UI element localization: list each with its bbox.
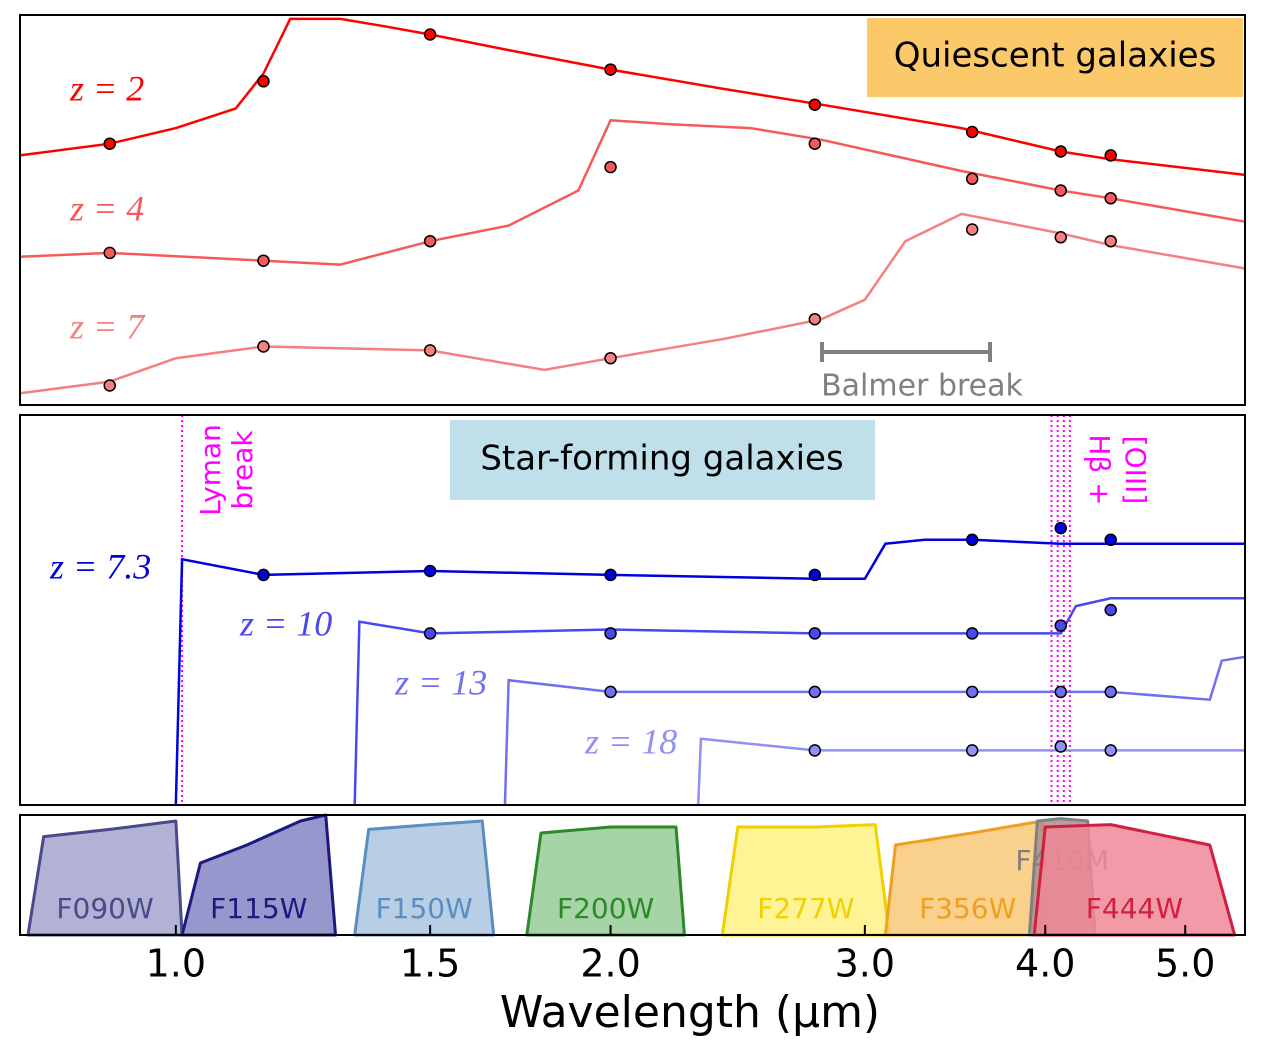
filter-label: F115W (210, 892, 307, 925)
series-label: z = 7.3 (49, 546, 151, 586)
spectrum (174, 538, 1245, 806)
x-tick-label: 3.0 (835, 942, 895, 986)
spectrum (696, 737, 1245, 806)
panel-frame (19, 814, 1246, 936)
photometry-point (103, 246, 116, 260)
photometry-point (257, 254, 270, 267)
x-tick-label: 4.0 (1015, 942, 1075, 986)
photometry-point (808, 137, 822, 150)
spectrum (19, 212, 1246, 395)
photometry-point (808, 627, 822, 640)
x-tick-label: 5.0 (1155, 942, 1215, 986)
photometry-point (965, 627, 979, 640)
photometry-point (1054, 145, 1068, 158)
photometry-point (604, 63, 617, 76)
photometry-point (423, 627, 437, 640)
photometry-point (1104, 533, 1117, 547)
series-label: z = 2 (69, 68, 144, 108)
photometry-point (808, 744, 822, 757)
photometry-point (808, 568, 822, 582)
x-tick-label: 1.5 (400, 942, 460, 986)
title-box (867, 18, 1243, 97)
annotation: [OIII] (1119, 436, 1152, 505)
annotation: break (226, 430, 259, 510)
series-label: z = 13 (394, 662, 487, 702)
photometry-point (604, 685, 617, 699)
series-label: z = 18 (584, 721, 677, 761)
x-tick-label: 2.0 (580, 942, 640, 986)
photometry-point (1054, 521, 1068, 535)
photometry-point (1054, 619, 1068, 632)
photometry-point (965, 744, 979, 757)
photometry-point (1104, 234, 1117, 248)
filter-label: F356W (919, 892, 1016, 925)
panel-title: Star-forming galaxies (480, 439, 843, 479)
photometry-point (423, 564, 437, 578)
title-box (450, 420, 875, 500)
spectrum (353, 597, 1245, 806)
series-label: z = 10 (239, 603, 332, 643)
photometry-point (808, 312, 822, 326)
photometry-point (965, 125, 979, 139)
x-tick-label: 1.0 (146, 942, 206, 986)
panel-frame (19, 14, 1246, 406)
filter-label: F200W (557, 892, 654, 925)
filter-label: F444W (1086, 892, 1183, 925)
photometry-point (103, 379, 116, 392)
photometry-point (1104, 744, 1117, 757)
photometry-point (965, 223, 979, 236)
panel-frame (19, 414, 1246, 806)
photometry-point (1104, 603, 1117, 617)
photometry-point (1104, 149, 1117, 162)
photometry-point (1054, 685, 1068, 699)
photometry-point (257, 340, 270, 353)
photometry-point (965, 685, 979, 699)
balmer-bracket (820, 342, 992, 362)
photometry-point (604, 351, 617, 365)
photometry-point (1104, 685, 1117, 699)
photometry-point (1054, 740, 1068, 753)
photometry-point (423, 28, 437, 41)
x-axis-label: Wavelength (μm) (500, 987, 880, 1038)
filter-label: F150W (376, 892, 473, 925)
series-label: z = 4 (69, 188, 144, 228)
photometry-point (1054, 231, 1068, 244)
photometry-point (965, 533, 979, 547)
photometry-point (257, 568, 270, 582)
photometry-point (423, 234, 437, 248)
spectrum (19, 118, 1246, 266)
series-label: z = 7 (69, 306, 146, 346)
photometry-point (423, 344, 437, 357)
photometry-point (1104, 192, 1117, 205)
photometry-point (808, 98, 822, 111)
photometry-point (604, 627, 617, 640)
photometry-point (965, 172, 979, 186)
photometry-point (103, 137, 116, 150)
annotation: Hβ + (1083, 434, 1116, 505)
photometry-point (808, 685, 822, 699)
annotation: Lyman (194, 424, 227, 516)
panel-title: Quiescent galaxies (894, 36, 1217, 76)
annotation: Balmer break (821, 369, 1023, 404)
photometry-point (604, 160, 617, 174)
filter-label: F277W (757, 892, 854, 925)
photometry-point (1054, 184, 1068, 197)
filter-label: F090W (56, 892, 153, 925)
photometry-point (257, 75, 270, 88)
photometry-point (604, 568, 617, 582)
